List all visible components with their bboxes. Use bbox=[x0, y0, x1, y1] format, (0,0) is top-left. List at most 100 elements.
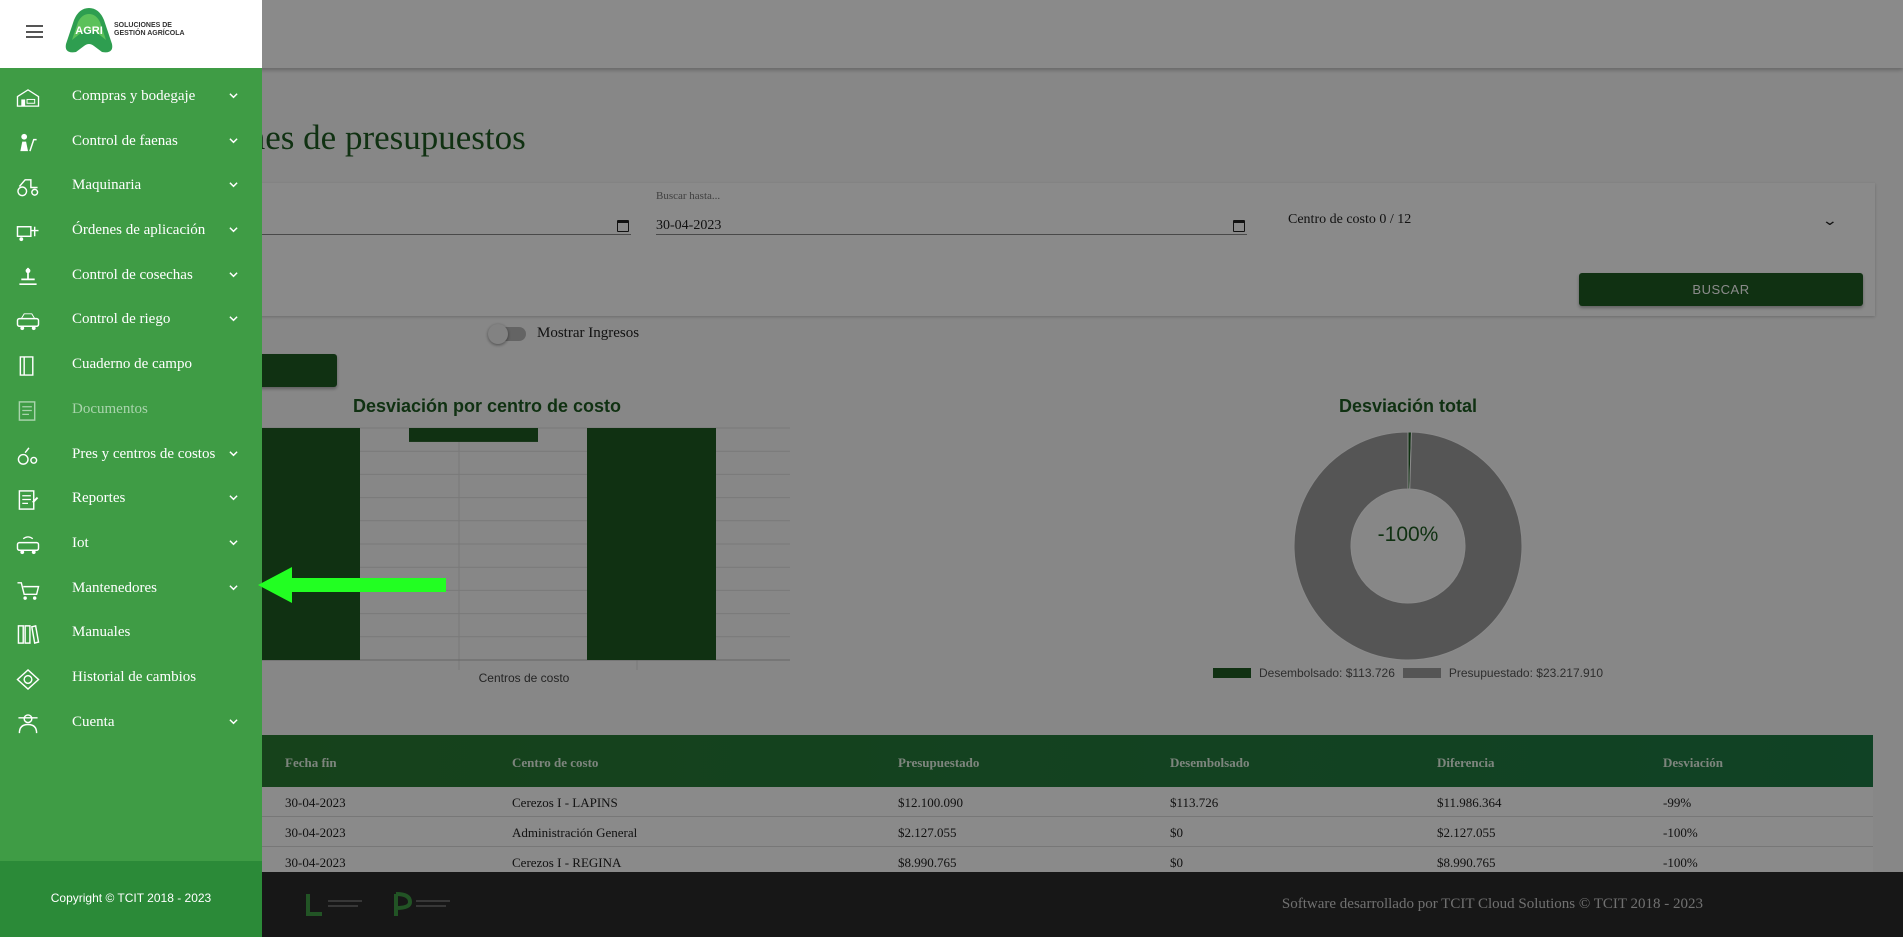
bar bbox=[587, 428, 716, 660]
chevron-down-icon[interactable] bbox=[229, 717, 238, 726]
bar-chart-x-title: Centros de costo bbox=[478, 671, 570, 685]
sidebar-item-manuales[interactable]: Manuales bbox=[0, 612, 262, 657]
sidebar-item-label: Cuenta bbox=[72, 713, 115, 730]
sidebar-item-historial-de-cambios[interactable]: Historial de cambios bbox=[0, 657, 262, 702]
bar-chart-title: Desviación por centro de costo bbox=[352, 396, 622, 416]
sidebar-item-reportes[interactable]: Reportes bbox=[0, 478, 262, 523]
footer: Software desarrollado por TCIT Cloud Sol… bbox=[0, 872, 1903, 937]
cell: -99% bbox=[1663, 795, 1692, 810]
chevron-down-icon[interactable] bbox=[229, 91, 238, 100]
maintainers-icon bbox=[17, 581, 40, 600]
sidebar-item-mantenedores[interactable]: Mantenedores bbox=[0, 568, 262, 613]
logo-text: SOLUCIONES DE GESTIÓN AGRÍCOLA bbox=[114, 22, 185, 38]
calendar-icon[interactable] bbox=[617, 220, 629, 232]
cell: -100% bbox=[1663, 855, 1698, 870]
cell: $8.990.765 bbox=[1437, 855, 1496, 870]
date-to-field[interactable]: Buscar hasta... 30-04-2023 bbox=[656, 190, 1247, 235]
date-from-field[interactable] bbox=[205, 190, 631, 235]
sidebar-item-pres-y-centros-de-costos[interactable]: Pres y centros de costos bbox=[0, 434, 262, 479]
sidebar-item-label: Manuales bbox=[72, 624, 131, 641]
date-to-value: 30-04-2023 bbox=[656, 218, 722, 233]
sidebar-item-cuenta[interactable]: Cuenta bbox=[0, 702, 262, 747]
logo-text-line: GESTIÓN AGRÍCOLA bbox=[114, 30, 185, 37]
legend-disbursed: Desembolsado: $113.726 bbox=[1259, 666, 1395, 680]
copyright-text: Copyright © TCIT 2018 - 2023 bbox=[50, 891, 212, 905]
logo-text-line: SOLUCIONES DE bbox=[114, 22, 172, 29]
date-to-label: Buscar hasta... bbox=[656, 190, 721, 202]
cell: Cerezos I - LAPINS bbox=[512, 795, 618, 810]
cell: $2.127.055 bbox=[898, 825, 957, 840]
sidebar-item-label: Pres y centros de costos bbox=[72, 445, 216, 462]
sidebar-item-documentos[interactable]: Documentos bbox=[0, 389, 262, 434]
sidebar-item-control-de-riego[interactable]: Control de riego bbox=[0, 299, 262, 344]
account-icon bbox=[18, 713, 38, 733]
donut-center-label: -100% bbox=[1377, 523, 1439, 546]
notebook-icon bbox=[19, 356, 34, 376]
cell: $2.127.055 bbox=[1437, 825, 1496, 840]
cell: $12.100.090 bbox=[898, 795, 963, 810]
sidebar-item-label: Iot bbox=[72, 534, 89, 551]
partner-logo-icon bbox=[394, 892, 450, 916]
history-icon bbox=[16, 668, 40, 690]
bar bbox=[409, 428, 538, 442]
chevron-down-icon[interactable] bbox=[229, 136, 238, 145]
cell: -100% bbox=[1663, 825, 1698, 840]
budget-table: Fecha fin Centro de costo Presupuestado … bbox=[205, 735, 1873, 877]
table-row[interactable]: 30-04-2023 Cerezos I - LAPINS $12.100.09… bbox=[205, 787, 1873, 817]
col-header[interactable]: Diferencia bbox=[1437, 755, 1495, 770]
table-header: Fecha fin Centro de costo Presupuestado … bbox=[205, 735, 1873, 787]
search-button[interactable]: BUSCAR bbox=[1579, 273, 1863, 306]
donut-legend: Desembolsado: $113.726 Presupuestado: $2… bbox=[1213, 666, 1611, 680]
tractor-icon bbox=[17, 179, 39, 197]
sidebar-item-control-de-faenas[interactable]: Control de faenas bbox=[0, 121, 262, 166]
chevron-down-icon[interactable] bbox=[229, 225, 238, 234]
sidebar-item-cuaderno-de-campo[interactable]: Cuaderno de campo bbox=[0, 344, 262, 389]
calendar-icon[interactable] bbox=[1233, 220, 1245, 232]
col-header[interactable]: Fecha fin bbox=[285, 755, 337, 770]
chevron-down-icon[interactable] bbox=[229, 314, 238, 323]
sidebar-footer: Copyright © TCIT 2018 - 2023 bbox=[0, 861, 262, 937]
sidebar-item-label: Maquinaria bbox=[72, 177, 142, 194]
col-header[interactable]: Presupuestado bbox=[898, 755, 980, 770]
harvest-icon bbox=[19, 267, 37, 285]
show-income-toggle[interactable] bbox=[488, 324, 526, 344]
col-header[interactable]: Centro de costo bbox=[512, 755, 599, 770]
sidebar-header: AGRI SOLUCIONES DE GESTIÓN AGRÍCOLA bbox=[0, 0, 262, 68]
chevron-down-icon[interactable] bbox=[229, 449, 238, 458]
sidebar-item-label: Reportes bbox=[72, 490, 126, 507]
sidebar-item-compras-y-bodegaje[interactable]: Compras y bodegaje bbox=[0, 76, 262, 121]
chevron-down-icon[interactable] bbox=[229, 180, 238, 189]
chevron-down-icon[interactable] bbox=[229, 270, 238, 279]
irrigation-icon bbox=[16, 313, 40, 331]
donut-slice bbox=[1293, 431, 1523, 661]
cell: $8.990.765 bbox=[898, 855, 957, 870]
pie-chart-title: Desviación total bbox=[1338, 396, 1478, 416]
reports-icon bbox=[18, 490, 39, 510]
sidebar-item-control-de-cosechas[interactable]: Control de cosechas bbox=[0, 255, 262, 300]
sprayer-icon bbox=[16, 226, 39, 242]
annotation-arrow-icon bbox=[258, 567, 446, 603]
sidebar: AGRI SOLUCIONES DE GESTIÓN AGRÍCOLA Comp… bbox=[0, 0, 262, 937]
sidebar-item-maquinaria[interactable]: Maquinaria bbox=[0, 165, 262, 210]
chevron-down-icon: ⌄ bbox=[1821, 214, 1839, 229]
documents-icon bbox=[18, 401, 36, 421]
table-row[interactable]: 30-04-2023 Administración General $2.127… bbox=[205, 817, 1873, 847]
show-income-label: Mostrar Ingresos bbox=[537, 325, 640, 341]
col-header[interactable]: Desembolsado bbox=[1170, 755, 1250, 770]
cost-center-select[interactable]: Centro de costo 0 / 12 ⌄ bbox=[1288, 212, 1844, 232]
chevron-down-icon[interactable] bbox=[229, 583, 238, 592]
hamburger-menu-icon[interactable] bbox=[26, 25, 43, 38]
footer-text: Software desarrollado por TCIT Cloud Sol… bbox=[1281, 896, 1703, 912]
cell: Administración General bbox=[512, 825, 638, 840]
col-header[interactable]: Desviación bbox=[1663, 755, 1723, 770]
sidebar-item-ordenes-de-aplicacion[interactable]: Órdenes de aplicación bbox=[0, 210, 262, 255]
chevron-down-icon[interactable] bbox=[229, 493, 238, 502]
cell: $11.986.364 bbox=[1437, 795, 1502, 810]
sidebar-item-iot[interactable]: Iot bbox=[0, 523, 262, 568]
legend-budgeted: Presupuestado: $23.217.910 bbox=[1448, 666, 1603, 680]
chevron-down-icon[interactable] bbox=[229, 538, 238, 547]
warehouse-icon bbox=[16, 89, 40, 107]
cell: 30-04-2023 bbox=[285, 855, 346, 870]
